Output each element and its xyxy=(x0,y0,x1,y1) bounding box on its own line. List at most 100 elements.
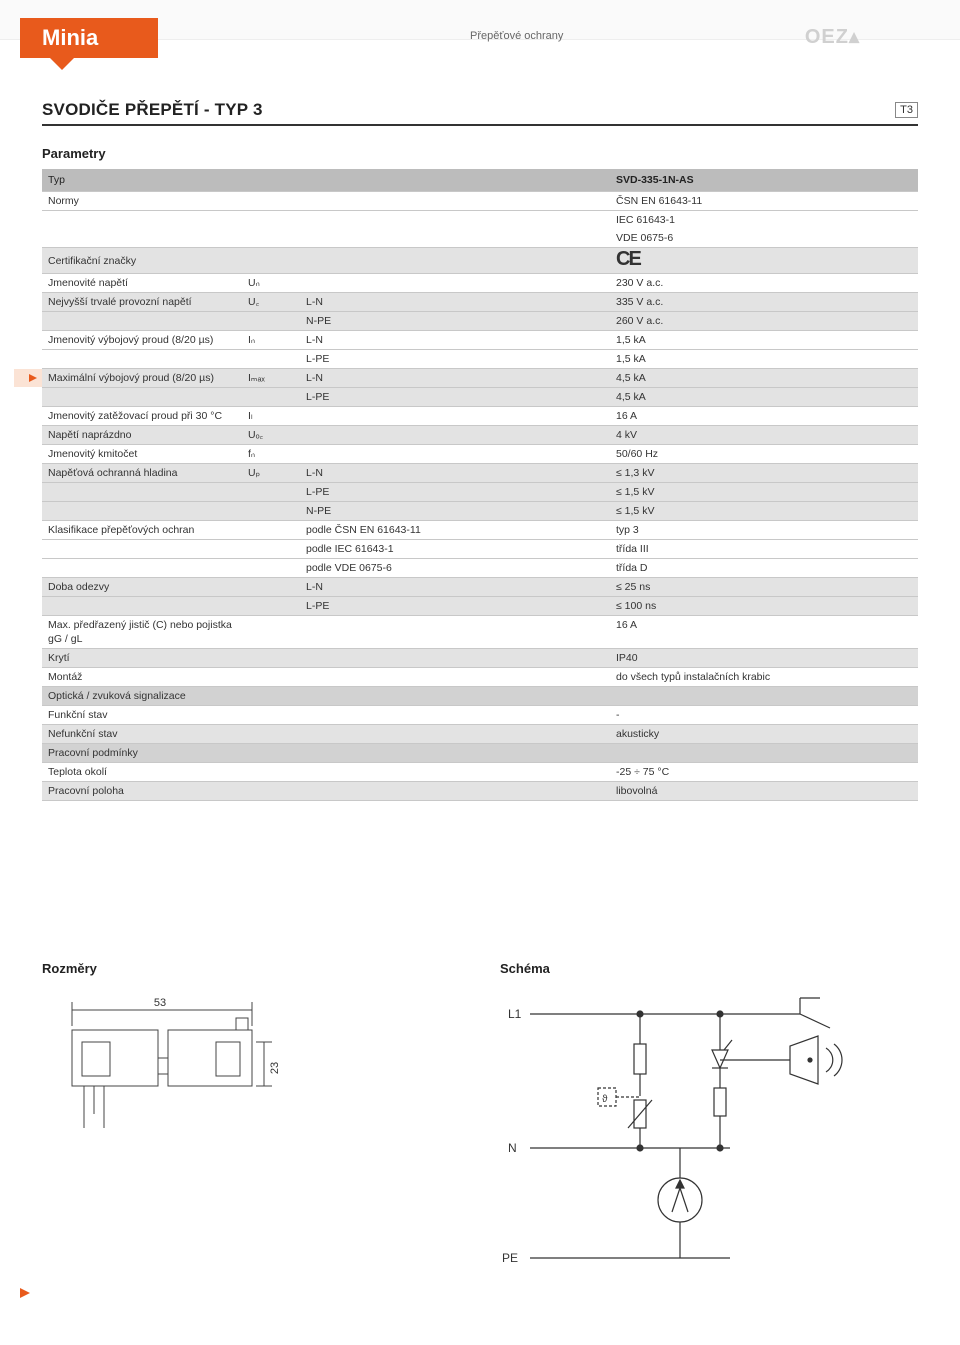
row-subcol: L-N xyxy=(300,464,610,483)
row-label xyxy=(42,559,242,578)
row-label: Jmenovitý výbojový proud (8/20 µs) xyxy=(42,331,242,350)
row-symbol xyxy=(242,312,300,331)
row-subcol: L-N xyxy=(300,369,610,388)
row-symbol xyxy=(242,782,300,801)
row-symbol xyxy=(242,559,300,578)
row-label: Montáž xyxy=(42,668,242,687)
row-value: 335 V a.c. xyxy=(610,293,918,312)
row-label: Pracovní poloha xyxy=(42,782,242,801)
row-subcol: L-PE xyxy=(300,597,610,616)
dimensions-drawing: 53 xyxy=(42,988,460,1173)
row-symbol xyxy=(242,687,300,706)
row-label xyxy=(42,483,242,502)
row-symbol xyxy=(242,521,300,540)
row-value: 1,5 kA xyxy=(610,350,918,369)
row-symbol xyxy=(242,483,300,502)
schema-pe: PE xyxy=(502,1251,518,1265)
table-row: L-PE≤ 100 ns xyxy=(42,597,918,616)
row-symbol: fₙ xyxy=(242,445,300,464)
table-row: Napětí naprázdnoUₒ꜀4 kV xyxy=(42,426,918,445)
row-label: Doba odezvy xyxy=(42,578,242,597)
row-value: ≤ 100 ns xyxy=(610,597,918,616)
row-subcol xyxy=(300,229,610,248)
row-label: Jmenovitý kmitočet xyxy=(42,445,242,464)
row-value: ≤ 25 ns xyxy=(610,578,918,597)
row-symbol xyxy=(242,668,300,687)
row-symbol xyxy=(242,540,300,559)
row-symbol: U꜀ xyxy=(242,293,300,312)
row-value: libovolná xyxy=(610,782,918,801)
dimensions-heading: Rozměry xyxy=(42,961,460,976)
row-symbol xyxy=(242,211,300,230)
table-row: Certifikační značkyCE xyxy=(42,248,918,274)
row-marker-icon xyxy=(14,369,42,387)
table-row: L-PE4,5 kA xyxy=(42,388,918,407)
row-symbol: Uₒ꜀ xyxy=(242,426,300,445)
row-label: Napětí naprázdno xyxy=(42,426,242,445)
table-row: N-PE260 V a.c. xyxy=(42,312,918,331)
row-subcol xyxy=(300,725,610,744)
row-label: Jmenovité napětí xyxy=(42,274,242,293)
table-row: Jmenovitý zatěžovací proud při 30 °CIₗ16… xyxy=(42,407,918,426)
row-symbol: Iₗ xyxy=(242,407,300,426)
schema-heading: Schéma xyxy=(500,961,918,976)
row-label: Napěťová ochranná hladina xyxy=(42,464,242,483)
row-subcol xyxy=(300,274,610,293)
row-symbol xyxy=(242,388,300,407)
row-subcol xyxy=(300,782,610,801)
row-subcol: L-N xyxy=(300,293,610,312)
row-symbol xyxy=(242,248,300,274)
row-subcol xyxy=(300,649,610,668)
row-label xyxy=(42,312,242,331)
row-symbol xyxy=(242,763,300,782)
row-symbol: Iₙ xyxy=(242,331,300,350)
row-symbol xyxy=(242,229,300,248)
row-value: ≤ 1,5 kV xyxy=(610,502,918,521)
row-subcol xyxy=(300,407,610,426)
table-row: Teplota okolí-25 ÷ 75 °C xyxy=(42,763,918,782)
row-subcol: L-PE xyxy=(300,483,610,502)
parameters-table: TypSVD-335-1N-ASNormyČSN EN 61643-11IEC … xyxy=(42,169,918,801)
row-symbol: Uₙ xyxy=(242,274,300,293)
row-subcol xyxy=(300,616,610,649)
table-row: Nejvyšší trvalé provozní napětíU꜀L-N335 … xyxy=(42,293,918,312)
row-value: do všech typů instalačních krabic xyxy=(610,668,918,687)
row-value: třída D xyxy=(610,559,918,578)
dimensions-column: Rozměry 53 xyxy=(42,961,460,1293)
table-row: Maximální výbojový proud (8/20 µs)IₘₐₓL-… xyxy=(42,369,918,388)
row-label: Funkční stav xyxy=(42,706,242,725)
row-symbol xyxy=(242,578,300,597)
row-value: ≤ 1,5 kV xyxy=(610,483,918,502)
table-row: Jmenovitý kmitočetfₙ50/60 Hz xyxy=(42,445,918,464)
type-badge: T3 xyxy=(895,102,918,118)
row-value: 16 A xyxy=(610,616,918,649)
row-value: akusticky xyxy=(610,725,918,744)
row-subcol: podle ČSN EN 61643-11 xyxy=(300,521,610,540)
row-value: IP40 xyxy=(610,649,918,668)
row-subcol: N-PE xyxy=(300,502,610,521)
table-row: podle IEC 61643-1třída III xyxy=(42,540,918,559)
table-row: Pracovní poloha libovolná xyxy=(42,782,918,801)
row-value: ≤ 1,3 kV xyxy=(610,464,918,483)
row-value: 230 V a.c. xyxy=(610,274,918,293)
row-subcol: podle VDE 0675-6 xyxy=(300,559,610,578)
row-subcol: podle IEC 61643-1 xyxy=(300,540,610,559)
row-value: 1,5 kA xyxy=(610,331,918,350)
row-subcol xyxy=(300,687,610,706)
row-label: Krytí xyxy=(42,649,242,668)
table-row: L-PE≤ 1,5 kV xyxy=(42,483,918,502)
row-subcol: L-PE xyxy=(300,388,610,407)
row-value: -25 ÷ 75 °C xyxy=(610,763,918,782)
row-value: ČSN EN 61643-11 xyxy=(610,192,918,211)
row-label: Certifikační značky xyxy=(42,248,242,274)
row-value: třída III xyxy=(610,540,918,559)
svg-text:ϑ: ϑ xyxy=(602,1094,608,1105)
table-row: Napěťová ochranná hladinaUₚL-N≤ 1,3 kV xyxy=(42,464,918,483)
row-value xyxy=(610,744,918,763)
table-row: Max. předřazený jistič (C) nebo pojistka… xyxy=(42,616,918,649)
row-subcol: L-N xyxy=(300,331,610,350)
dim-height: 23 xyxy=(269,1062,281,1074)
row-value: IEC 61643-1 xyxy=(610,211,918,230)
row-subcol xyxy=(300,744,610,763)
row-value: 16 A xyxy=(610,407,918,426)
